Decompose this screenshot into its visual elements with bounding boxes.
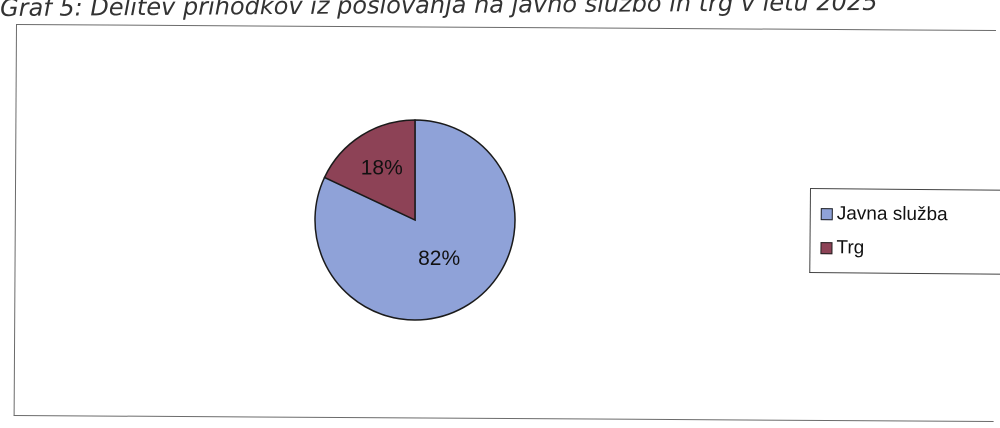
- legend-swatch-trg: [820, 242, 833, 255]
- legend-label-javna-sluzba: Javna služba: [836, 203, 948, 226]
- legend: Javna služba Trg: [809, 188, 1000, 275]
- pie-slice-trg: [323, 119, 416, 222]
- legend-item-trg: Trg: [820, 237, 864, 259]
- legend-label-trg: Trg: [836, 237, 865, 259]
- pie-label-trg: 18%: [361, 157, 403, 180]
- pie-label-javna-sluba: 82%: [418, 247, 460, 270]
- legend-item-javna-sluzba: Javna služba: [820, 203, 948, 226]
- legend-swatch-javna-sluzba: [820, 208, 833, 221]
